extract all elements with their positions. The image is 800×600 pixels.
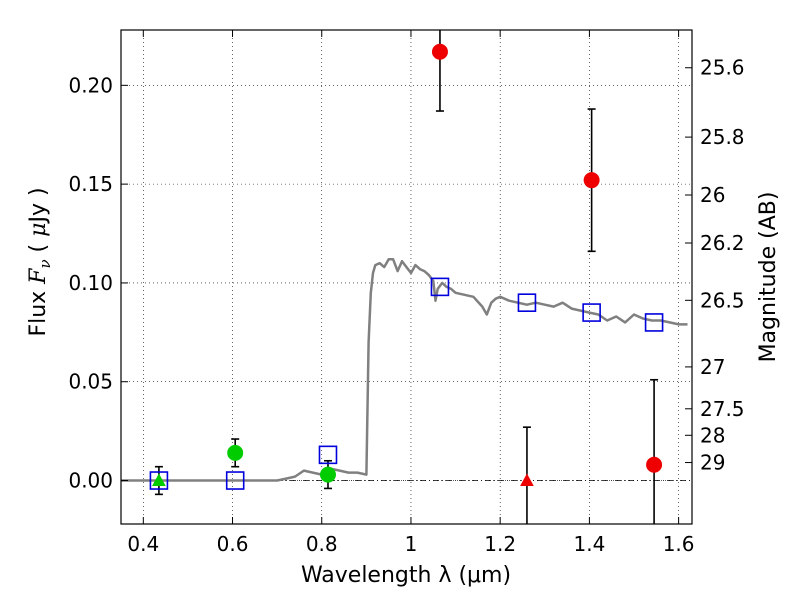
model-photometry-square	[582, 303, 601, 322]
y-tick-label: 0.15	[68, 172, 113, 196]
y-axis-title-open: (	[26, 237, 51, 260]
x-axis-title: Wavelength λ (μm)	[301, 563, 511, 588]
magnitude-tick-label: 29	[700, 451, 725, 475]
x-tick-label: 0.6	[217, 532, 249, 556]
x-axis-ticks: 0.4 0.6 0.8 1 1.2 1.4 1.6	[127, 30, 695, 556]
error-bars	[154, 30, 659, 524]
data-point-circle	[583, 172, 600, 189]
data-point-circle	[227, 444, 244, 461]
data-markers	[149, 43, 664, 490]
magnitude-tick-label: 27.5	[700, 397, 745, 421]
x-tick-label: 1.4	[573, 532, 605, 556]
model-photometry-square	[318, 445, 338, 465]
magnitude-axis-ticks: 25.6 25.8 26 26.2 26.5 27 27.528 29	[685, 56, 745, 475]
magnitude-tick-label: 27	[700, 355, 725, 379]
grid-lines	[121, 30, 692, 524]
y-tick-label: 0.05	[68, 370, 113, 394]
model-sed-series	[121, 257, 688, 482]
y-tick-label: 0.20	[68, 73, 113, 97]
y-axis-title-unit: Jy	[26, 203, 51, 225]
model-sed-line	[121, 257, 688, 482]
y-axis-ticks: 0.00 0.05 0.10 0.15 0.20	[68, 73, 128, 493]
data-point-circle	[319, 466, 336, 483]
svg-text:Magnitude (AB): Magnitude (AB)	[756, 192, 781, 363]
magnitude-tick-label: 25.6	[700, 56, 745, 80]
data-point-triangle	[152, 473, 166, 487]
svg-text:Flux Fν ( μJy ): Flux Fν ( μJy )	[26, 187, 54, 336]
model-photometry-square	[225, 471, 245, 490]
magnitude-tick-label: 28	[700, 423, 725, 447]
x-tick-label: 1	[405, 532, 418, 556]
x-tick-label: 1.6	[663, 532, 695, 556]
magnitude-tick-label: 25.8	[700, 125, 745, 149]
x-tick-label: 0.4	[127, 532, 159, 556]
data-point-triangle	[520, 473, 534, 487]
y-axis-title-close: )	[26, 187, 51, 203]
y-axis-title-symbol: F	[26, 268, 51, 285]
magnitude-axis-title: Magnitude (AB)	[756, 192, 781, 363]
data-point-circle	[431, 43, 448, 60]
model-photometry-square	[644, 313, 664, 332]
data-point-circle	[646, 456, 663, 473]
model-photometry-square	[430, 277, 450, 297]
y-tick-label: 0.10	[68, 271, 113, 295]
y-tick-label: 0.00	[68, 469, 113, 493]
y-axis-title-prefix: Flux	[26, 284, 51, 337]
y-axis-title: Flux Fν ( μJy )	[26, 187, 54, 336]
y-axis-title-mu: μ	[26, 223, 51, 237]
model-photometry-square	[149, 471, 169, 490]
magnitude-tick-label: 26	[700, 183, 725, 207]
x-tick-label: 1.2	[484, 532, 516, 556]
y-axis-title-subscript: ν	[36, 259, 54, 268]
model-photometry-square	[517, 293, 537, 312]
x-tick-label: 0.8	[306, 532, 338, 556]
magnitude-tick-label: 26.5	[700, 288, 745, 312]
plot-frame	[120, 29, 693, 525]
magnitude-tick-label: 26.2	[700, 231, 745, 255]
